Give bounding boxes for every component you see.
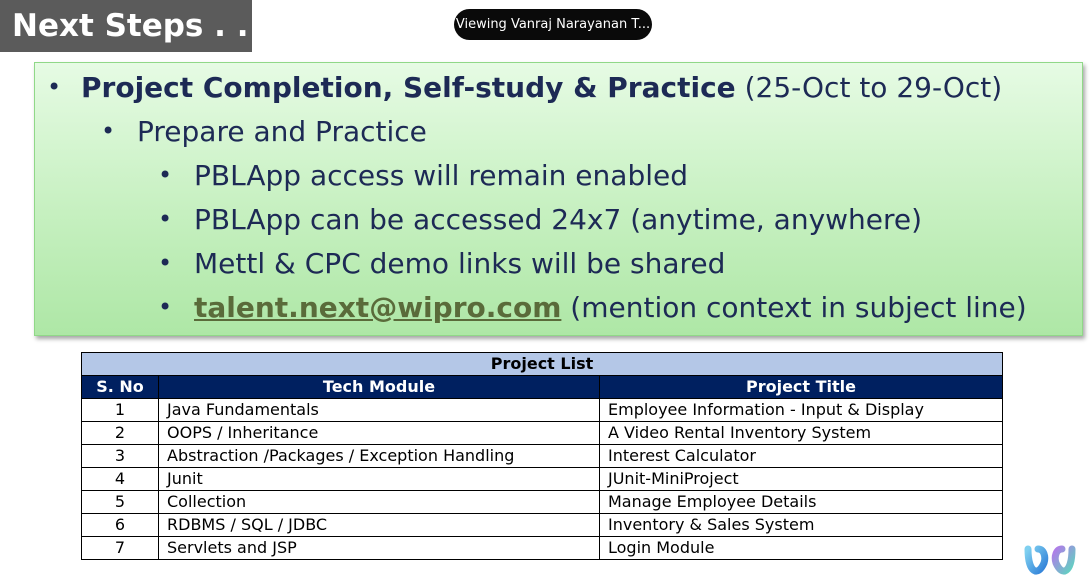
table-row: 4 Junit JUnit-MiniProject (81, 467, 1003, 491)
cell-module: RDBMS / SQL / JDBC (158, 513, 600, 537)
cell-title: Employee Information - Input & Display (599, 398, 1003, 422)
table-row: 3 Abstraction /Packages / Exception Hand… (81, 444, 1003, 468)
viewing-indicator[interactable]: Viewing Vanraj Narayanan T... (454, 9, 652, 40)
bullet-item-3: • Mettl & CPC demo links will be shared (158, 247, 725, 280)
cell-module: Abstraction /Packages / Exception Handli… (158, 444, 600, 468)
cell-sno: 6 (81, 513, 159, 537)
cell-module: Servlets and JSP (158, 536, 600, 560)
cell-module: Java Fundamentals (158, 398, 600, 422)
table-row: 6 RDBMS / SQL / JDBC Inventory & Sales S… (81, 513, 1003, 537)
cell-sno: 5 (81, 490, 159, 514)
heading-bold: Project Completion, Self-study & Practic… (81, 71, 736, 104)
table-caption: Project List (81, 352, 1003, 376)
bullet-dot: • (47, 73, 62, 101)
table-row: 5 Collection Manage Employee Details (81, 490, 1003, 514)
bullet-dot: • (101, 117, 116, 145)
content-box: • Project Completion, Self-study & Practi… (34, 62, 1083, 336)
cell-module: Collection (158, 490, 600, 514)
item-text: PBLApp can be accessed 24x7 (anytime, an… (194, 203, 923, 236)
heading-dates: (25-Oct to 29-Oct) (744, 71, 1003, 104)
header-sno: S. No (81, 375, 159, 399)
cell-title: Interest Calculator (599, 444, 1003, 468)
cell-sno: 1 (81, 398, 159, 422)
bullet-project-completion: • Project Completion, Self-study & Practi… (47, 71, 1002, 104)
table-row: 2 OOPS / Inheritance A Video Rental Inve… (81, 421, 1003, 445)
webex-logo-icon[interactable] (1024, 543, 1076, 579)
header-project-title: Project Title (599, 375, 1003, 399)
bullet-item-1: • PBLApp access will remain enabled (158, 159, 688, 192)
cell-sno: 4 (81, 467, 159, 491)
cell-title: A Video Rental Inventory System (599, 421, 1003, 445)
cell-sno: 2 (81, 421, 159, 445)
bullet-dot: • (158, 205, 173, 233)
bullet-item-2: • PBLApp can be accessed 24x7 (anytime, a… (158, 203, 922, 236)
cell-module: Junit (158, 467, 600, 491)
cell-sno: 3 (81, 444, 159, 468)
item-text: Mettl & CPC demo links will be shared (194, 247, 726, 280)
bullet-dot: • (158, 161, 173, 189)
cell-title: Inventory & Sales System (599, 513, 1003, 537)
cell-sno: 7 (81, 536, 159, 560)
sub-bullet-text: Prepare and Practice (137, 115, 427, 148)
table-row: 7 Servlets and JSP Login Module (81, 536, 1003, 560)
slide-title: Next Steps . . . (0, 0, 271, 52)
email-link[interactable]: talent.next@wipro.com (194, 291, 562, 324)
bullet-dot: • (158, 249, 173, 277)
cell-title: JUnit-MiniProject (599, 467, 1003, 491)
item-text: PBLApp access will remain enabled (194, 159, 688, 192)
email-note: (mention context in subject line) (570, 291, 1027, 324)
table-row: 1 Java Fundamentals Employee Information… (81, 398, 1003, 422)
bullet-prepare: • Prepare and Practice (101, 115, 427, 148)
cell-title: Manage Employee Details (599, 490, 1003, 514)
bullet-dot: • (158, 293, 173, 321)
header-tech-module: Tech Module (158, 375, 600, 399)
bullet-item-email: • talent.next@wipro.com (mention context … (158, 291, 1027, 324)
cell-title: Login Module (599, 536, 1003, 560)
project-list-table: Project List S. No Tech Module Project T… (81, 352, 1003, 560)
cell-module: OOPS / Inheritance (158, 421, 600, 445)
